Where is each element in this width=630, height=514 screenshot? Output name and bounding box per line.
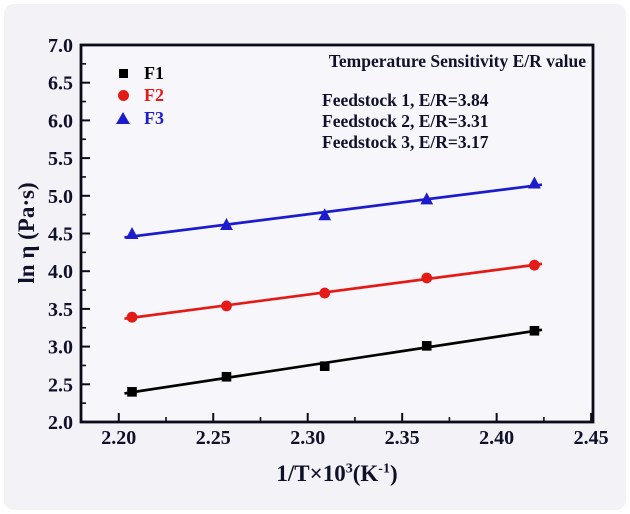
axis-tick-labels: 2.20 2.25 2.30 2.35 2.40 2.45 2.0 2.5 3.0 3.5 4.0 4… xyxy=(48,35,609,449)
x-title-base1: 1/T×10 xyxy=(276,461,346,486)
annotation-block: Temperature Sensitivity E/R value Feedst… xyxy=(322,51,586,153)
series-f2-circle-marker-icon xyxy=(221,300,232,312)
series-f2-circle-marker-icon xyxy=(126,311,138,323)
y-tick-label: 7.0 xyxy=(48,35,73,57)
x-title-base3: ) xyxy=(389,461,398,486)
legend-marker-cell xyxy=(108,90,138,102)
x-title-sup1: 3 xyxy=(345,461,353,477)
y-axis-title: ln η (Pa·s) xyxy=(14,182,39,284)
legend-item-f2: F2 xyxy=(108,85,164,108)
y-tick-label: 5.0 xyxy=(48,186,73,208)
legend: F1 F2 F3 xyxy=(108,62,164,130)
triangle-marker-icon xyxy=(116,112,130,125)
x-tick-label: 2.25 xyxy=(196,427,231,449)
y-tick-label: 4.0 xyxy=(48,261,73,283)
x-axis-title: 1/T×103(K-1) xyxy=(81,461,593,487)
series-f2-circle-marker-icon xyxy=(529,259,540,271)
legend-item-f1: F1 xyxy=(108,62,164,85)
legend-marker-cell xyxy=(108,112,138,125)
y-tick-label: 6.5 xyxy=(48,73,73,95)
series-f2-fit-line xyxy=(124,262,543,321)
x-tick-label: 2.35 xyxy=(385,427,420,449)
data-series xyxy=(124,176,543,397)
legend-label: F2 xyxy=(144,85,164,106)
series-f1-square-marker-icon xyxy=(529,325,540,336)
series-f3-fit-line xyxy=(124,183,543,239)
y-tick-label: 2.0 xyxy=(48,412,73,434)
legend-label: F3 xyxy=(144,107,164,128)
series-f3-triangle-marker-icon xyxy=(528,176,541,189)
x-tick-label: 2.45 xyxy=(574,427,609,449)
series-f1-square-marker-icon xyxy=(319,361,330,372)
x-title-base2: (K xyxy=(352,461,379,486)
series-f3-triangle-marker-icon xyxy=(125,227,139,240)
annotation-lines: Feedstock 1, E/R=3.84 Feedstock 2, E/R=3.… xyxy=(322,90,586,153)
y-tick-label: 4.5 xyxy=(48,224,73,246)
y-tick-label: 3.0 xyxy=(48,337,73,359)
legend-label: F1 xyxy=(144,62,164,83)
y-tick-label: 3.5 xyxy=(48,299,73,321)
x-title-sup2: -1 xyxy=(378,461,390,477)
circle-marker-icon xyxy=(117,90,129,102)
series-f3-triangle-marker-icon xyxy=(220,218,233,231)
series-f2-circle-marker-icon xyxy=(319,287,331,299)
series-f3-triangle-marker-icon xyxy=(420,192,434,205)
annotation-line: Feedstock 1, E/R=3.84 xyxy=(322,90,489,110)
legend-item-f3: F3 xyxy=(108,107,164,130)
series-f1-fit-line xyxy=(124,328,543,395)
annotation-line: Feedstock 2, E/R=3.31 xyxy=(322,111,489,131)
series-f1-square-marker-icon xyxy=(127,387,137,397)
y-tick-label: 2.5 xyxy=(48,374,73,396)
annotation-line: Feedstock 3, E/R=3.17 xyxy=(322,132,489,152)
y-tick-label: 6.0 xyxy=(48,110,73,132)
axis-ticks xyxy=(81,44,593,423)
x-tick-label: 2.30 xyxy=(290,427,325,449)
x-tick-label: 2.40 xyxy=(479,427,514,449)
series-f2-circle-marker-icon xyxy=(421,272,433,284)
series-f1-square-marker-icon xyxy=(421,341,432,351)
x-tick-label: 2.20 xyxy=(101,427,136,449)
legend-marker-cell xyxy=(108,68,138,78)
series-f3-triangle-marker-icon xyxy=(318,208,332,221)
square-marker-icon xyxy=(118,68,128,78)
annotation-title: Temperature Sensitivity E/R value xyxy=(328,51,586,71)
y-tick-label: 5.5 xyxy=(48,148,73,170)
series-f1-square-marker-icon xyxy=(221,371,232,382)
